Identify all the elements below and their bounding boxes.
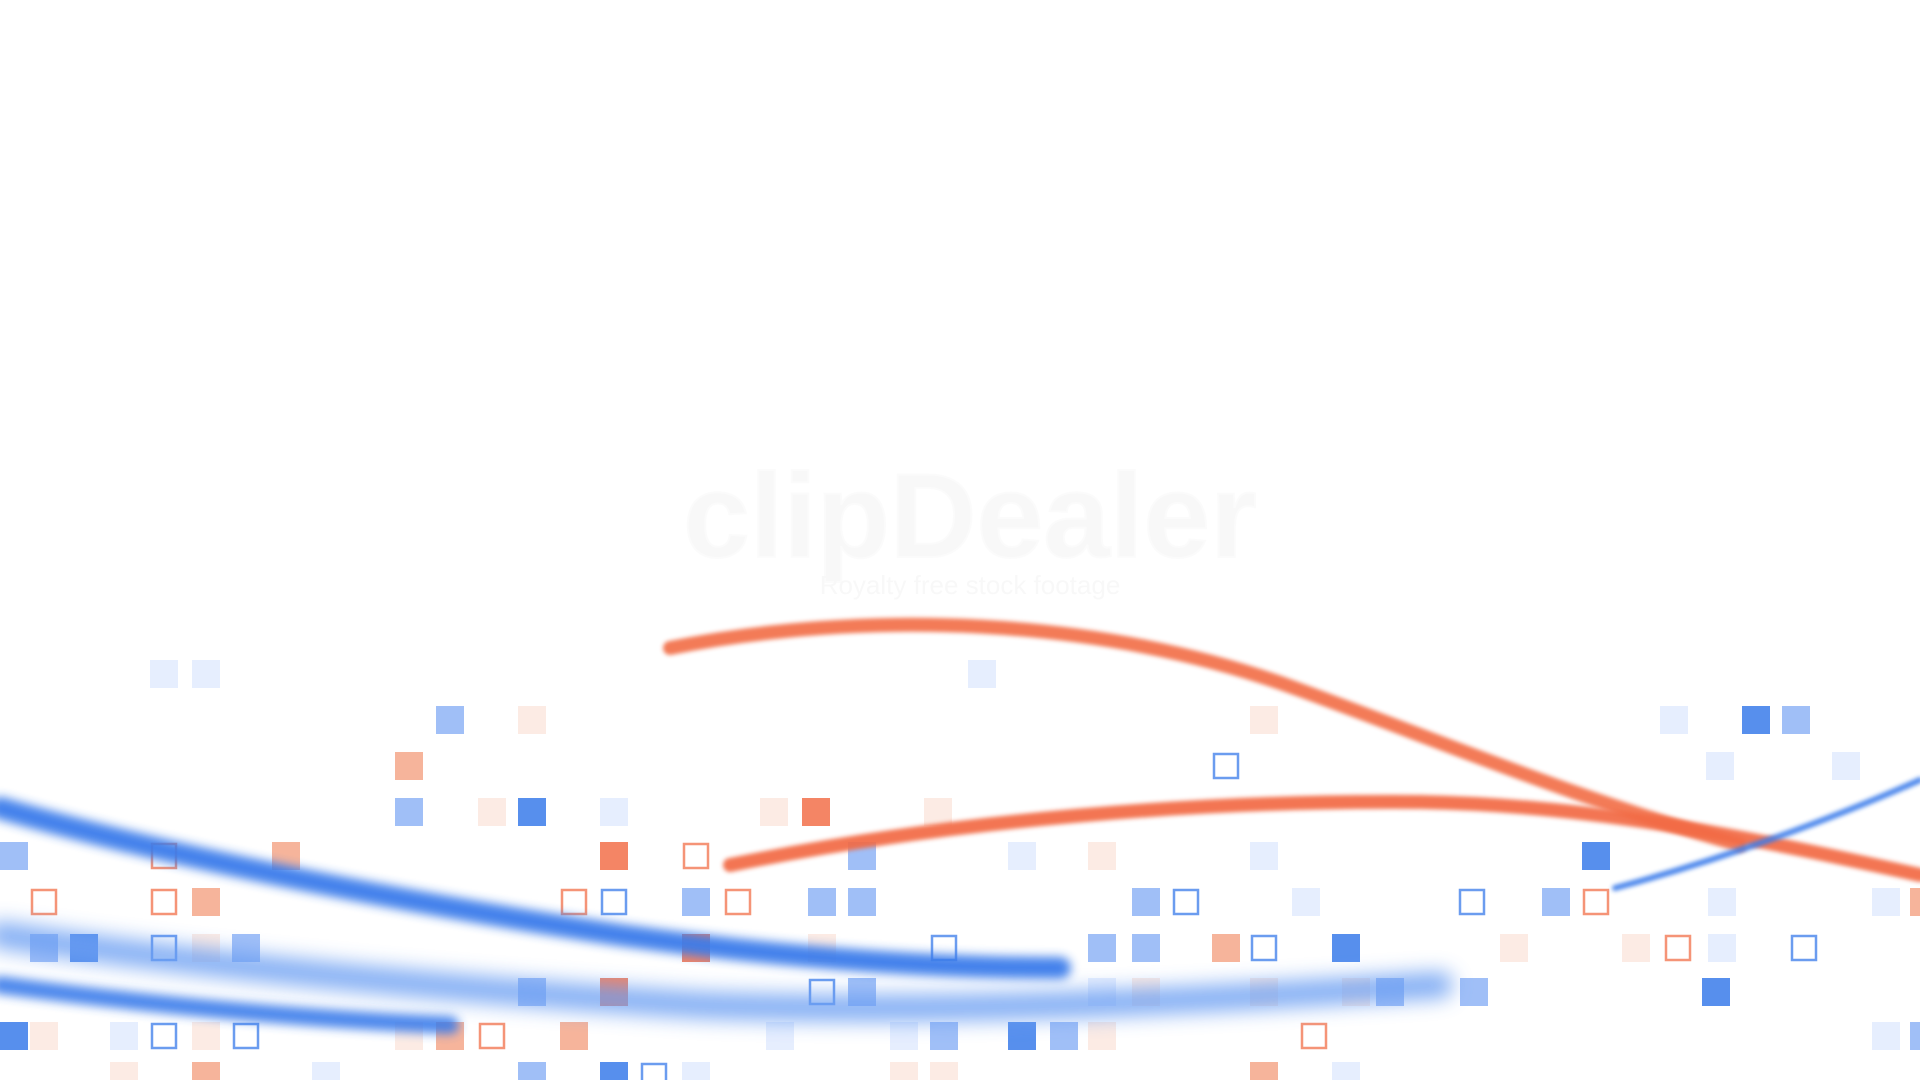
orange-filled-square [192, 1022, 220, 1050]
orange-outline-square [724, 888, 752, 916]
blue-filled-square [1872, 888, 1900, 916]
blue-outline-square [150, 1022, 178, 1050]
orange-arc-wave [663, 617, 1747, 852]
blue-filled-square [1332, 1062, 1360, 1080]
blue-filled-square [1250, 842, 1278, 870]
blue-filled-square [766, 1022, 794, 1050]
blue-filled-square [1582, 842, 1610, 870]
blue-filled-square [192, 660, 220, 688]
orange-filled-square [110, 1062, 138, 1080]
orange-outline-square [682, 842, 710, 870]
orange-outline-square [478, 1022, 506, 1050]
blue-filled-square [1292, 888, 1320, 916]
blue-filled-square [1832, 752, 1860, 780]
orange-outline-square [150, 888, 178, 916]
orange-filled-square [930, 1062, 958, 1080]
blue-outline-square [640, 1062, 668, 1080]
orange-filled-square [518, 706, 546, 734]
blue-outline-square [1458, 888, 1486, 916]
blue-filled-square [1706, 752, 1734, 780]
blue-bottom-wave [0, 976, 459, 1034]
blue-filled-square [1782, 706, 1810, 734]
blue-filled-square [1542, 888, 1570, 916]
blue-filled-square [1332, 934, 1360, 962]
orange-filled-square [1088, 842, 1116, 870]
blue-filled-square [682, 1062, 710, 1080]
blue-outline-square [1790, 934, 1818, 962]
blue-filled-square [395, 798, 423, 826]
blue-filled-square [1008, 1022, 1036, 1050]
orange-filled-square [890, 1062, 918, 1080]
blue-filled-square [682, 888, 710, 916]
orange-filled-square [30, 1022, 58, 1050]
blue-filled-square [808, 888, 836, 916]
blue-filled-square [1702, 978, 1730, 1006]
blue-filled-square [1742, 706, 1770, 734]
watermark-logo-text: clipDealer [683, 452, 1257, 583]
blue-filled-square [1460, 978, 1488, 1006]
orange-filled-square [1212, 934, 1240, 962]
blue-filled-square [312, 1062, 340, 1080]
blue-filled-square [1008, 842, 1036, 870]
orange-filled-square [1910, 888, 1920, 916]
blue-filled-square [1660, 706, 1688, 734]
orange-filled-square [924, 798, 952, 826]
blue-filled-square [1132, 934, 1160, 962]
wave-lines [0, 617, 1920, 1034]
blue-filled-square [600, 798, 628, 826]
orange-filled-square [192, 888, 220, 916]
orange-filled-square [1250, 1062, 1278, 1080]
blue-filled-square [600, 1062, 628, 1080]
blue-filled-square [890, 1022, 918, 1050]
orange-outline-square [1664, 934, 1692, 962]
blue-filled-square [1132, 888, 1160, 916]
blue-filled-square [150, 660, 178, 688]
blue-filled-square [930, 1022, 958, 1050]
orange-filled-square [192, 1062, 220, 1080]
blue-filled-square [0, 842, 28, 870]
blue-filled-square [968, 660, 996, 688]
blue-filled-square [1708, 888, 1736, 916]
orange-filled-square [802, 798, 830, 826]
orange-filled-square [478, 798, 506, 826]
blue-outline-square [600, 888, 628, 916]
blue-filled-square [1872, 1022, 1900, 1050]
watermark-tagline: Royalty free stock footage [820, 570, 1121, 600]
orange-outline-square [1582, 888, 1610, 916]
blue-filled-square [436, 706, 464, 734]
blue-outline-square [1250, 934, 1278, 962]
orange-filled-square [1622, 934, 1650, 962]
blue-filled-square [1088, 934, 1116, 962]
blue-filled-square [1050, 1022, 1078, 1050]
blue-filled-square [1708, 934, 1736, 962]
watermark-logo: clipDealer Royalty free stock footage [682, 452, 1258, 600]
orange-filled-square [1500, 934, 1528, 962]
blue-blurred-wave [0, 922, 1453, 1022]
blue-filled-square [848, 888, 876, 916]
blue-main-wave [0, 797, 1071, 979]
blue-filled-square [110, 1022, 138, 1050]
orange-filled-square [600, 842, 628, 870]
blue-filled-square [0, 1022, 28, 1050]
blue-filled-square [518, 798, 546, 826]
orange-filled-square [395, 752, 423, 780]
orange-outline-square [1300, 1022, 1328, 1050]
orange-outline-square [30, 888, 58, 916]
blue-outline-square [232, 1022, 260, 1050]
blue-outline-square [1212, 752, 1240, 780]
orange-lower-wave [723, 794, 1920, 882]
orange-filled-square [560, 1022, 588, 1050]
blue-filled-square [1910, 1022, 1920, 1050]
blue-thin-wave-right [1612, 777, 1920, 891]
blue-filled-square [518, 1062, 546, 1080]
orange-outline-square [560, 888, 588, 916]
orange-filled-square [760, 798, 788, 826]
blue-outline-square [1172, 888, 1200, 916]
orange-filled-square [1250, 706, 1278, 734]
orange-filled-square [1088, 1022, 1116, 1050]
